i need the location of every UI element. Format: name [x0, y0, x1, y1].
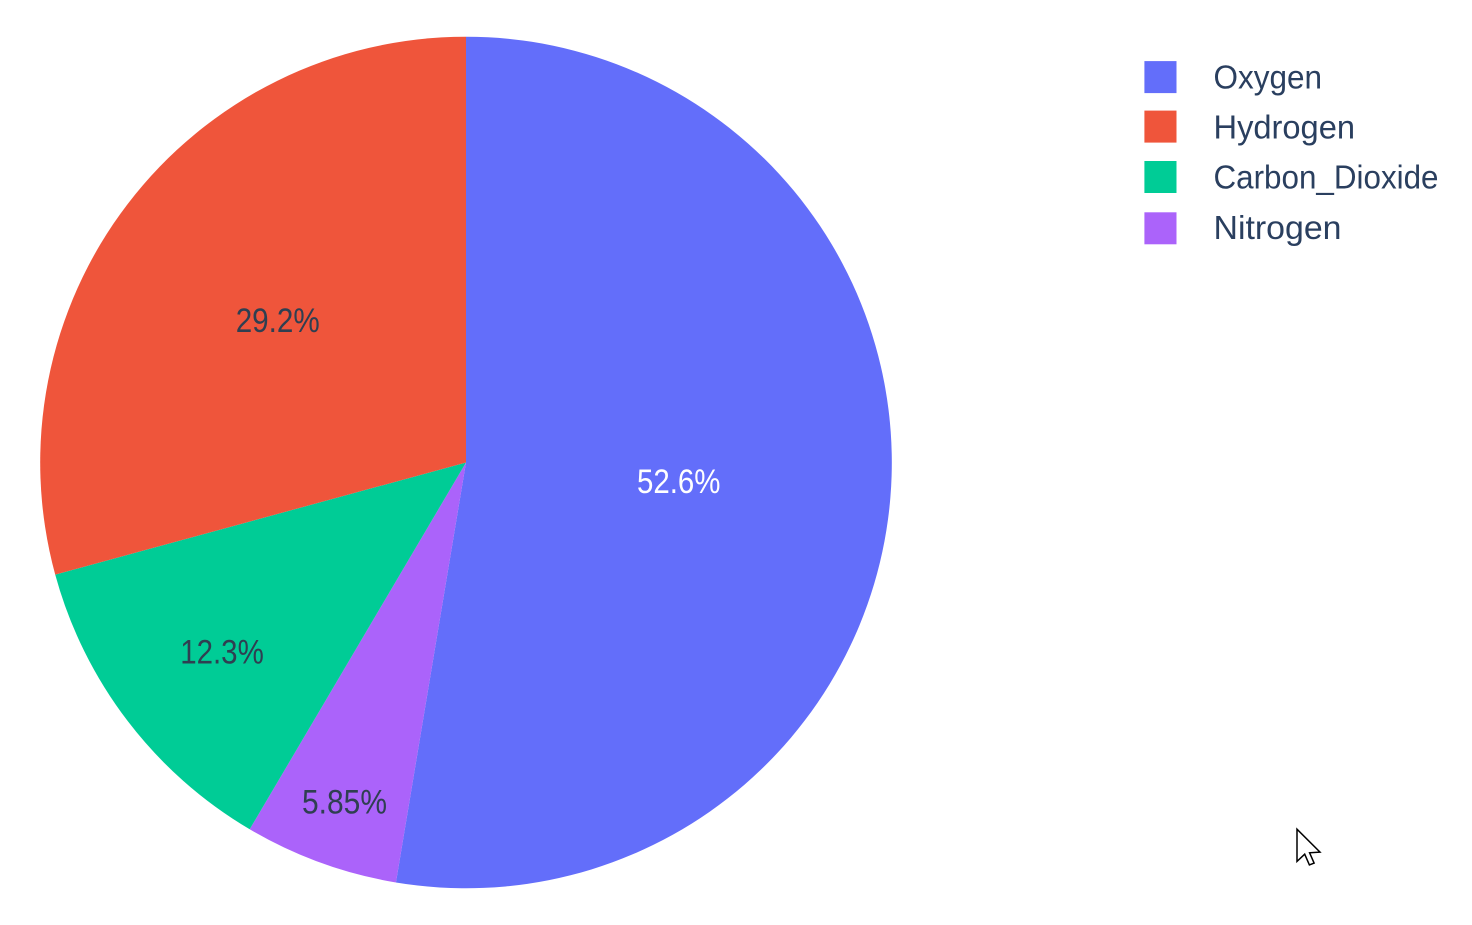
svg-text:12.3%: 12.3%: [180, 634, 264, 672]
svg-text:52.6%: 52.6%: [637, 463, 721, 501]
svg-text:5.85%: 5.85%: [302, 783, 387, 821]
svg-text:Oxygen: Oxygen: [1214, 59, 1323, 96]
svg-text:Nitrogen: Nitrogen: [1214, 209, 1342, 246]
svg-text:Hydrogen: Hydrogen: [1214, 109, 1356, 146]
svg-text:29.2%: 29.2%: [236, 302, 320, 340]
svg-text:Carbon_Dioxide: Carbon_Dioxide: [1214, 159, 1439, 196]
